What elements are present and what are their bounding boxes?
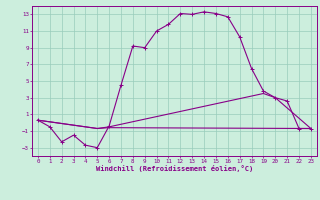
X-axis label: Windchill (Refroidissement éolien,°C): Windchill (Refroidissement éolien,°C): [96, 165, 253, 172]
